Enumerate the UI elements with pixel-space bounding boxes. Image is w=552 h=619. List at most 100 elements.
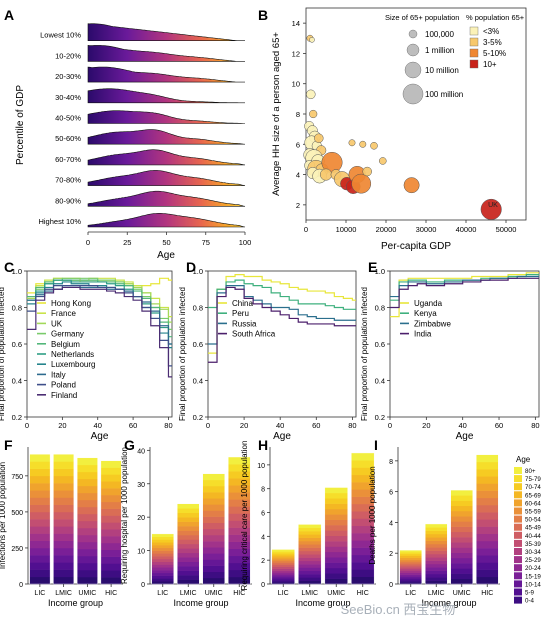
age-legend-swatch xyxy=(514,491,522,499)
bar-segment xyxy=(298,580,322,585)
bar-segment xyxy=(425,530,448,535)
series-line xyxy=(27,285,172,345)
bar-segment xyxy=(53,461,74,469)
y-tick-label: 750 xyxy=(11,474,23,481)
bar-segment xyxy=(53,569,74,578)
bar-segment xyxy=(271,557,295,560)
bubble-point xyxy=(306,89,316,100)
bubble-point xyxy=(362,166,372,177)
y-tick-label: 6 xyxy=(296,140,300,149)
cat-legend-swatch xyxy=(469,48,479,58)
bar-segment xyxy=(351,576,375,585)
y-tick-label: 8 xyxy=(261,487,265,494)
bar-segment xyxy=(100,501,122,509)
y-tick-label: 0.4 xyxy=(375,377,385,386)
size-legend-circle xyxy=(408,29,418,39)
bar-segment xyxy=(399,574,422,577)
bar-segment xyxy=(450,521,473,527)
y-tick-label: 0.2 xyxy=(193,413,203,422)
size-legend-circle xyxy=(402,83,424,105)
bar-segment xyxy=(351,511,375,519)
ridgeline-row-labels: Lowest 10% 10-20% 20-30% 30-40% 40-50% 50-60%… xyxy=(38,31,81,226)
x-tick-label: 25 xyxy=(123,238,131,247)
bar-segment xyxy=(399,570,422,574)
panel-label-e: E xyxy=(368,259,377,275)
bar-segment xyxy=(351,569,375,578)
bar-segment xyxy=(425,563,448,568)
bar-segment xyxy=(271,559,295,562)
bar-segment xyxy=(351,452,375,461)
age-legend-swatch xyxy=(514,467,522,474)
bar-segment xyxy=(271,578,295,581)
panel-a-x-ticks: 0 25 50 75 100 xyxy=(86,232,251,247)
ridge-row-label: 80-90% xyxy=(55,196,81,205)
bar-segment xyxy=(29,497,51,505)
bar-segment xyxy=(351,482,375,490)
age-legend-swatch xyxy=(514,531,522,539)
bar-segment xyxy=(228,471,251,479)
y-tick-label: 4 xyxy=(261,534,265,541)
x-tick-label: 60 xyxy=(312,421,320,430)
y-tick-label: 0.8 xyxy=(12,304,22,313)
bar-segment xyxy=(100,563,122,571)
bar-segment xyxy=(202,528,225,536)
bar-segment xyxy=(324,503,348,510)
bar-segment xyxy=(271,560,295,564)
x-tick-label: 0 xyxy=(388,421,392,430)
bar-segment xyxy=(351,518,375,527)
bubble-point xyxy=(309,109,318,119)
panel-a-ylabel: Percentile of GDP xyxy=(15,85,26,165)
bar-segment xyxy=(202,498,225,505)
x-tick-label: 50000 xyxy=(496,225,517,234)
series-line xyxy=(27,279,172,345)
bar-segment xyxy=(476,490,499,499)
bar-segment xyxy=(29,504,51,513)
y-tick-label: 0.2 xyxy=(12,413,22,422)
panel-b-ticks: 0 10000 20000 30000 40000 50000 2 4 6 8 10 12 14 xyxy=(292,19,517,234)
bar-segment xyxy=(298,537,322,542)
bar-segment xyxy=(425,537,448,541)
bar-segment xyxy=(29,569,51,578)
bar-segment xyxy=(476,469,499,477)
bar-segment xyxy=(324,530,348,537)
y-tick-label: 4 xyxy=(296,171,300,180)
bar-segment xyxy=(53,576,74,585)
ridge-6 xyxy=(87,149,246,166)
bar-segment xyxy=(399,576,422,579)
bar-segment xyxy=(298,567,322,572)
x-tick-label: 0 xyxy=(304,225,308,234)
y-tick-label: 0.8 xyxy=(193,304,203,313)
bar-segment xyxy=(351,460,375,468)
legend-label: India xyxy=(414,330,432,339)
bubble-point xyxy=(370,142,378,150)
x-tick-label: HIC xyxy=(481,590,493,597)
bar-segment xyxy=(298,550,322,555)
bar-segment xyxy=(77,471,98,480)
bar-segment xyxy=(77,562,98,571)
x-axis-label: Age xyxy=(91,431,109,442)
bar-segment xyxy=(151,545,174,549)
bar-segment xyxy=(228,541,251,550)
cat-legend-title: % population 65+ xyxy=(466,13,525,22)
panel-label-i: I xyxy=(374,437,378,453)
bar-segment xyxy=(53,475,74,484)
y-tick-label: 2 xyxy=(296,201,300,210)
category-legend-items: <3% 3-5% 5-10% 10+ xyxy=(469,26,506,69)
bar-segment xyxy=(476,569,499,578)
bar-segment xyxy=(177,552,200,558)
bar-segment xyxy=(228,457,251,465)
bar-segment xyxy=(202,577,225,585)
bar-segment xyxy=(399,555,422,558)
bar-segment xyxy=(324,546,348,553)
y-tick-label: 10 xyxy=(137,549,145,556)
age-legend-label: 80+ xyxy=(525,468,536,475)
bar-segment xyxy=(77,576,98,585)
bar-segment xyxy=(100,488,122,496)
bar-segment xyxy=(29,540,51,549)
y-tick-label: 2 xyxy=(389,551,393,558)
bar-segment xyxy=(324,487,348,494)
age-legend-label: 35-39 xyxy=(525,541,541,548)
bar-segment xyxy=(100,474,122,482)
